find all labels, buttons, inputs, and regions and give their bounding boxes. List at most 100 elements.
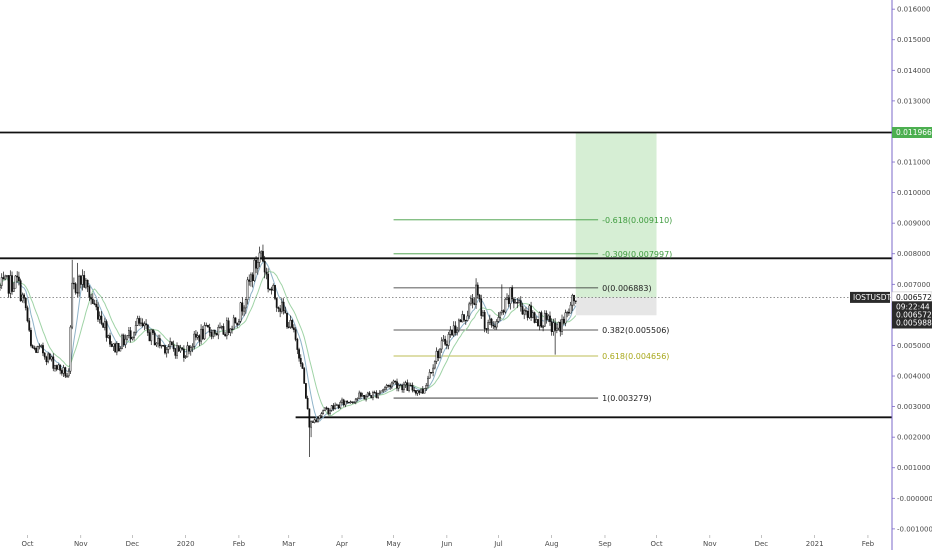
- candle-body: [555, 327, 558, 331]
- candle-body: [282, 301, 285, 312]
- candle-body: [547, 315, 550, 320]
- candle-body: [256, 262, 259, 269]
- y-tick-label: -0.000000: [897, 495, 932, 503]
- candle-body: [126, 335, 129, 340]
- x-tick-label: Oct: [21, 540, 33, 548]
- candle-body: [244, 299, 247, 309]
- candle-body: [103, 321, 106, 328]
- candle-body: [294, 329, 297, 340]
- x-tick-label: Aug: [545, 540, 559, 548]
- y-tick-label: 0.003000: [897, 403, 930, 411]
- price-tag-bg: [892, 317, 932, 329]
- candle-body: [24, 297, 27, 309]
- candle-body: [60, 370, 63, 374]
- candle-body: [432, 367, 435, 373]
- time-axis[interactable]: Oct Nov Dec 2020 Feb Mar Apr May Jun Jul Aug Sep Oct…: [21, 535, 875, 548]
- candle-body: [5, 275, 8, 277]
- candle-body: [270, 288, 273, 291]
- candle-body: [47, 353, 50, 363]
- candle-body: [346, 400, 349, 403]
- candle-body: [231, 328, 233, 330]
- candle-body: [341, 399, 343, 403]
- candle-body: [191, 346, 194, 348]
- price-tag-bg: [892, 309, 932, 321]
- candle-body: [157, 338, 160, 344]
- candle-body: [220, 326, 223, 328]
- candle-body: [7, 275, 10, 294]
- candle-body: [229, 328, 232, 333]
- candle-body: [538, 312, 541, 327]
- candle-body: [201, 328, 204, 340]
- candle-body: [492, 324, 495, 327]
- candle-body: [114, 343, 117, 353]
- candle-body: [559, 321, 562, 332]
- candle-body: [18, 276, 20, 281]
- candle-body: [115, 343, 118, 353]
- candle-body: [308, 408, 311, 428]
- candle-body: [537, 319, 539, 327]
- candle-body: [54, 365, 56, 369]
- candle-body: [67, 370, 70, 377]
- candle-body: [250, 274, 252, 282]
- candle-body: [279, 308, 282, 312]
- candle-body: [507, 297, 510, 304]
- candle-body: [552, 322, 555, 332]
- candle-body: [277, 307, 280, 309]
- candle-body: [523, 310, 526, 315]
- candle-body: [571, 294, 574, 306]
- candle-body: [423, 388, 426, 394]
- candle-body: [447, 334, 450, 346]
- candle-body: [550, 321, 553, 332]
- candle-body: [12, 287, 15, 292]
- candle-body: [356, 397, 359, 400]
- candle-body: [521, 306, 524, 315]
- y-tick-label: 0.007000: [897, 281, 930, 289]
- candle-body: [306, 397, 309, 410]
- candle-body: [134, 325, 137, 333]
- candle-body: [535, 319, 538, 323]
- candle-body: [86, 279, 89, 288]
- candle-body: [200, 328, 202, 342]
- candle-body: [239, 302, 242, 322]
- candle-body: [117, 343, 120, 352]
- candle-body: [267, 273, 270, 290]
- candle-body: [165, 349, 168, 354]
- candle-body: [246, 279, 249, 300]
- candle-body: [303, 368, 306, 384]
- candle-body: [97, 306, 99, 320]
- candle-body: [74, 283, 77, 293]
- x-tick-label: Oct: [650, 540, 662, 548]
- candle-body: [444, 338, 447, 345]
- x-tick-label: 2020: [177, 540, 195, 548]
- candle-body: [567, 311, 570, 314]
- candle-body: [275, 298, 278, 308]
- candle-body: [212, 330, 215, 337]
- candle-body: [98, 315, 101, 320]
- candle-body: [339, 402, 342, 409]
- price-axis[interactable]: 0.0160000.0150000.0140000.0130000.012000…: [892, 6, 932, 534]
- candle-body: [519, 300, 522, 307]
- candle-body: [138, 318, 141, 324]
- candle-body: [315, 419, 318, 422]
- candle-body: [384, 387, 386, 390]
- candle-body: [318, 415, 321, 420]
- candle-body: [109, 335, 111, 345]
- candle-body: [416, 390, 419, 394]
- candle-body: [170, 341, 173, 346]
- candle-body: [48, 353, 51, 360]
- candle-body: [296, 339, 299, 350]
- candle-body: [425, 385, 428, 389]
- candle-body: [480, 298, 483, 316]
- candle-body: [219, 326, 221, 329]
- x-tick-label: Feb: [862, 540, 875, 548]
- candle-body: [162, 345, 165, 347]
- fib-label: 0.382(0.005506): [602, 326, 669, 335]
- candle-body: [35, 347, 37, 353]
- candle-body: [274, 285, 276, 299]
- candle-body: [358, 392, 361, 399]
- candle-body: [406, 382, 409, 391]
- candlesticks: [0, 244, 577, 458]
- y-tick-label: -0.001000: [897, 525, 932, 533]
- candle-body: [459, 319, 462, 323]
